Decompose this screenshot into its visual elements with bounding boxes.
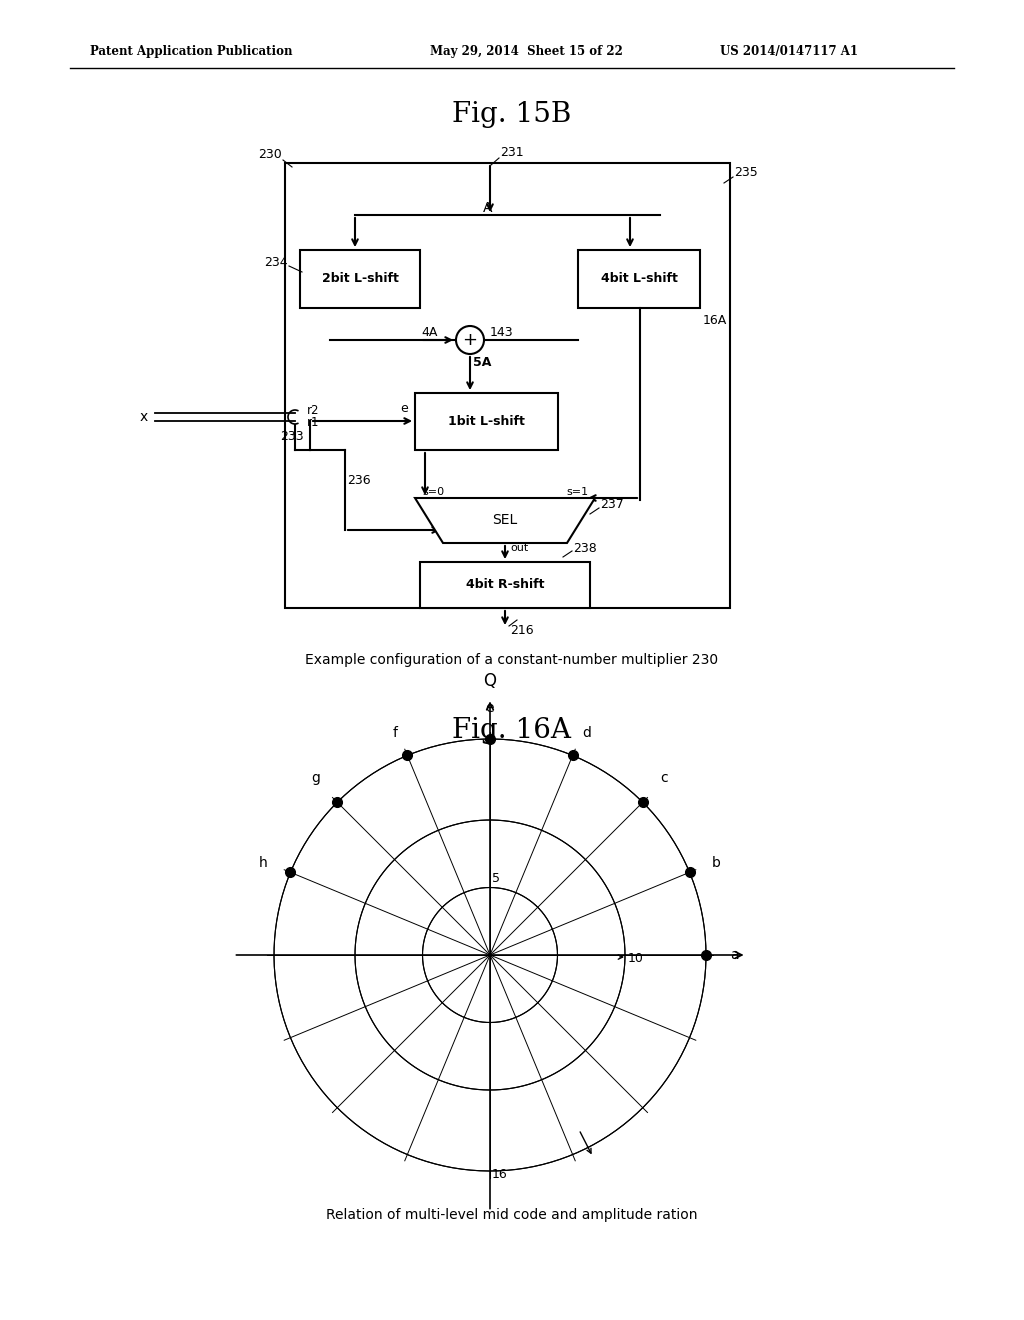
Text: 234: 234 (264, 256, 288, 268)
Text: 1bit L-shift: 1bit L-shift (449, 414, 525, 428)
Bar (300, 249, 420, 308)
Text: 5: 5 (492, 871, 500, 884)
Text: 4A: 4A (422, 326, 438, 338)
Bar (420, 562, 590, 609)
Text: s=0: s=0 (422, 487, 444, 498)
Text: 237: 237 (600, 499, 624, 511)
Text: 2bit L-shift: 2bit L-shift (322, 272, 398, 285)
Text: r2: r2 (307, 404, 319, 417)
Text: c: c (659, 771, 668, 785)
Text: US 2014/0147117 A1: US 2014/0147117 A1 (720, 45, 858, 58)
Text: f: f (393, 726, 398, 741)
Text: A: A (483, 201, 493, 215)
Bar (285, 162, 730, 609)
Text: 235: 235 (734, 165, 758, 178)
Text: e: e (400, 401, 408, 414)
Text: g: g (311, 771, 321, 785)
Text: 143: 143 (490, 326, 514, 339)
Text: 233: 233 (280, 430, 304, 444)
Text: Relation of multi-level mid code and amplitude ration: Relation of multi-level mid code and amp… (327, 1208, 697, 1222)
Bar (415, 393, 558, 450)
Circle shape (456, 326, 484, 354)
Text: 16A: 16A (703, 314, 727, 326)
Text: 231: 231 (500, 147, 523, 160)
Text: s: s (449, 529, 455, 543)
Text: Q: Q (483, 672, 497, 690)
Text: d: d (582, 726, 591, 741)
Text: SEL: SEL (493, 513, 517, 528)
Text: out: out (510, 543, 528, 553)
Text: r1: r1 (307, 416, 319, 429)
Text: b: b (712, 857, 721, 870)
Text: a: a (730, 948, 739, 962)
Text: 10: 10 (628, 953, 644, 965)
Text: 230: 230 (258, 149, 282, 161)
Text: +: + (463, 331, 477, 348)
Text: Patent Application Publication: Patent Application Publication (90, 45, 293, 58)
Text: s=1: s=1 (566, 487, 588, 498)
Text: Fig. 15B: Fig. 15B (453, 102, 571, 128)
Text: Example configuration of a constant-number multiplier 230: Example configuration of a constant-numb… (305, 653, 719, 667)
Text: e: e (485, 701, 495, 714)
Text: 16: 16 (492, 1168, 508, 1181)
Text: h: h (259, 857, 268, 870)
Text: 216: 216 (510, 623, 534, 636)
Text: 236: 236 (347, 474, 371, 487)
Polygon shape (415, 498, 595, 543)
Text: 238: 238 (573, 541, 597, 554)
Text: 4bit L-shift: 4bit L-shift (600, 272, 678, 285)
Text: May 29, 2014  Sheet 15 of 22: May 29, 2014 Sheet 15 of 22 (430, 45, 623, 58)
Text: x: x (139, 411, 148, 424)
Text: 5A: 5A (473, 355, 492, 368)
Bar (578, 249, 700, 308)
Text: Fig. 16A: Fig. 16A (453, 717, 571, 743)
Text: 4bit R-shift: 4bit R-shift (466, 578, 544, 591)
